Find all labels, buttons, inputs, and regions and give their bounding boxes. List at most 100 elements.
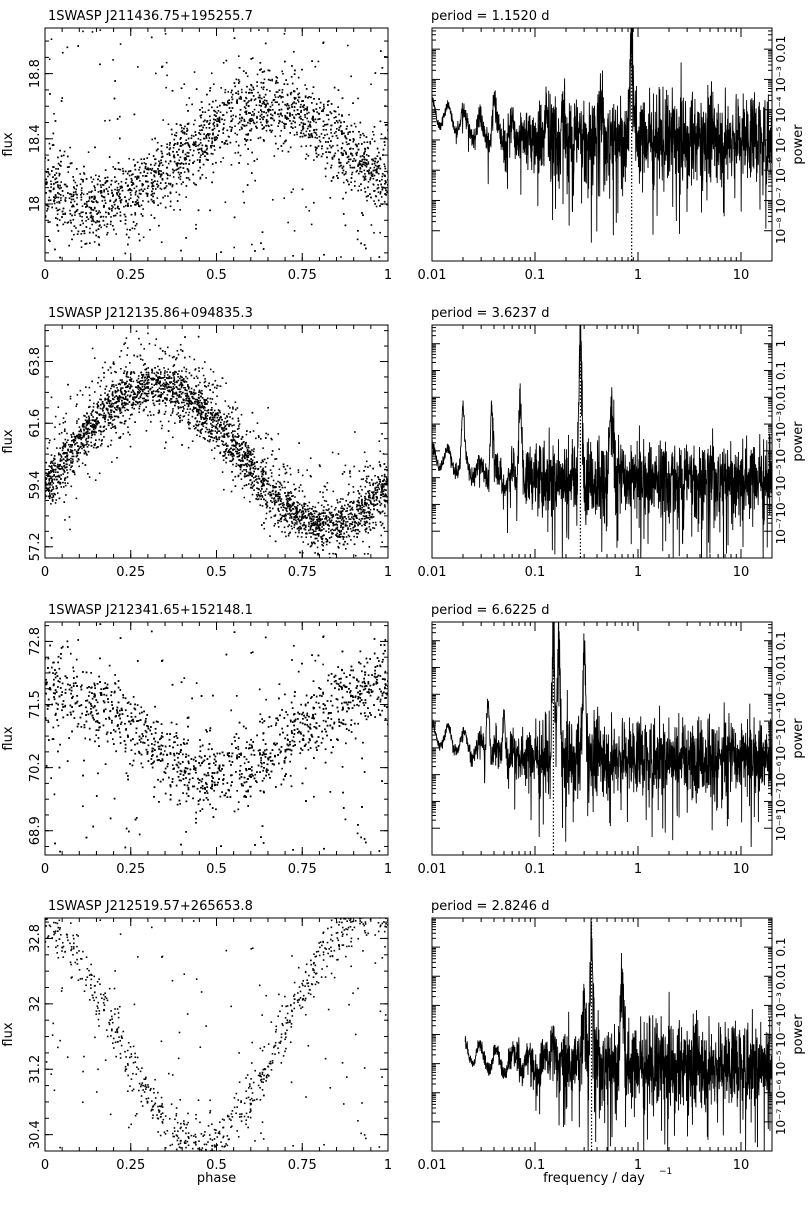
data-point (234, 125, 236, 127)
data-point (86, 443, 88, 445)
data-point (364, 158, 366, 161)
data-point (274, 135, 277, 138)
data-point (167, 195, 169, 197)
data-point (91, 31, 94, 33)
data-point (267, 406, 269, 409)
data-point (234, 132, 237, 135)
data-point (60, 197, 62, 199)
data-point (174, 422, 176, 424)
data-point (237, 90, 240, 93)
data-point (158, 224, 160, 227)
data-point (304, 95, 307, 98)
data-point (285, 104, 288, 107)
data-point (64, 183, 67, 186)
data-point (249, 474, 251, 476)
data-point (373, 190, 375, 192)
data-point (193, 144, 195, 146)
data-point (270, 124, 273, 127)
data-point (370, 171, 373, 173)
data-point (53, 202, 56, 205)
data-point (373, 162, 376, 165)
data-point (337, 171, 340, 174)
data-point (211, 406, 213, 409)
data-point (97, 191, 100, 193)
data-point (233, 246, 235, 249)
x-tick-label: 0.1 (525, 268, 546, 283)
data-point (184, 143, 186, 145)
data-point (160, 145, 163, 147)
data-point (200, 149, 203, 152)
data-point (363, 153, 365, 155)
data-point (130, 174, 133, 176)
data-point (133, 407, 135, 410)
data-point (114, 181, 117, 183)
data-point (73, 233, 75, 236)
data-point (361, 155, 364, 157)
data-point (62, 445, 65, 448)
data-point (95, 221, 97, 224)
data-point (138, 239, 141, 242)
data-point (363, 169, 366, 172)
data-point (347, 44, 349, 47)
data-point (307, 125, 310, 128)
data-point (321, 110, 323, 112)
data-point (259, 115, 262, 117)
data-point (60, 100, 63, 102)
data-point (52, 188, 55, 191)
data-point (365, 247, 367, 250)
data-point (307, 120, 310, 123)
data-point (316, 155, 318, 158)
data-point (343, 149, 346, 152)
data-point (58, 187, 61, 190)
data-point (250, 84, 252, 86)
data-point (80, 429, 82, 432)
data-point (267, 433, 269, 436)
data-point (364, 164, 367, 167)
data-point (71, 205, 73, 208)
data-point (77, 45, 80, 47)
data-point (176, 200, 179, 202)
data-point (257, 91, 259, 94)
data-point (296, 521, 298, 523)
data-point (336, 137, 339, 140)
data-point (211, 398, 214, 400)
data-point (72, 455, 75, 458)
data-point (110, 387, 112, 390)
data-point (89, 399, 91, 402)
data-point (304, 114, 306, 116)
data-point (377, 160, 379, 163)
data-point (116, 456, 118, 459)
data-point (137, 196, 140, 199)
data-point (296, 109, 299, 111)
data-point (302, 105, 304, 108)
data-point (260, 242, 262, 244)
data-point (322, 41, 325, 44)
data-point (156, 381, 159, 384)
data-point (143, 188, 146, 191)
data-point (58, 423, 61, 426)
data-point (198, 405, 201, 408)
data-point (216, 117, 219, 120)
data-point (263, 140, 265, 142)
data-point (88, 422, 90, 425)
data-point (162, 196, 164, 199)
data-point (169, 371, 171, 373)
data-point (265, 120, 268, 123)
data-point (185, 196, 187, 198)
data-point (69, 209, 71, 212)
data-point (200, 147, 203, 150)
data-point (54, 181, 57, 184)
data-point (148, 342, 151, 345)
data-point (158, 165, 160, 167)
data-point (283, 515, 286, 518)
data-point (45, 157, 47, 159)
data-point (378, 180, 381, 182)
data-point (160, 162, 163, 164)
data-point (201, 129, 203, 131)
data-point (169, 160, 172, 163)
data-point (147, 414, 149, 417)
data-point (285, 498, 288, 500)
data-point (95, 201, 98, 203)
data-point (341, 133, 343, 135)
data-point (74, 191, 77, 193)
